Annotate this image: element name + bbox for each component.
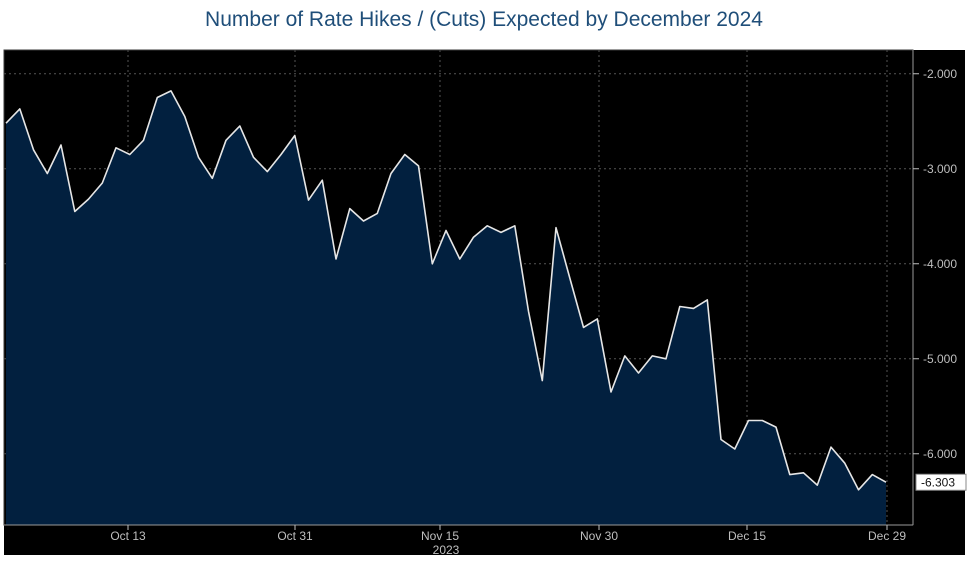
x-tick-label: Dec 15	[728, 529, 766, 543]
x-axis-year-label: 2023	[433, 543, 460, 557]
x-axis: Oct 13 Oct 31 Nov 15 Nov 30 Dec 15 Dec 29	[4, 524, 913, 543]
y-tick-label: -5.000	[923, 352, 957, 366]
y-tick-label: -6.000	[923, 447, 957, 461]
chart-title: Number of Rate Hikes / (Cuts) Expected b…	[205, 8, 763, 31]
x-tick-label: Nov 30	[580, 529, 618, 543]
x-tick-label: Oct 31	[277, 529, 313, 543]
y-tick-label: -3.000	[923, 162, 957, 176]
last-value-label: -6.303	[921, 475, 955, 489]
series-line	[5, 90, 887, 491]
series-area	[6, 90, 886, 526]
x-tick-label: Oct 13	[110, 529, 146, 543]
y-tick-label: -4.000	[923, 257, 957, 271]
last-value-box	[915, 473, 967, 491]
last-value-marker: -6.303	[915, 473, 967, 491]
y-axis: -2.000 -3.000 -4.000 -5.000 -6.000	[912, 50, 957, 525]
x-tick-label: Nov 15	[421, 529, 459, 543]
x-tick-label: Dec 29	[868, 529, 906, 543]
y-tick-label: -2.000	[923, 67, 957, 81]
